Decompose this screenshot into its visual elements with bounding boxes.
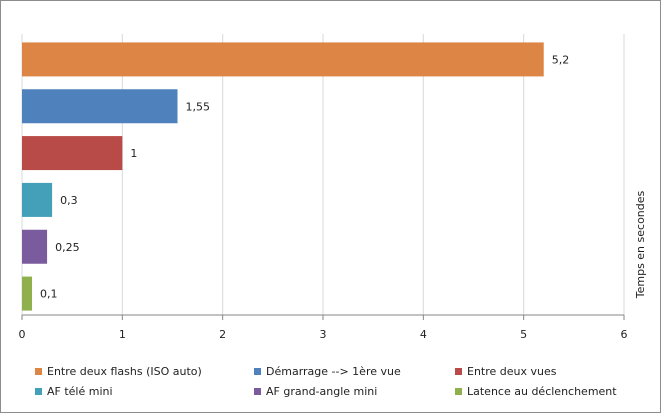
data-label: 0,1: [40, 288, 58, 301]
x-tick-label: 5: [520, 328, 527, 341]
data-label: 1,55: [186, 100, 211, 113]
bar: [22, 89, 178, 124]
x-tick-label: 4: [420, 328, 427, 341]
bar: [22, 42, 544, 77]
legend-swatch: [35, 368, 42, 375]
x-tick-label: 3: [320, 328, 327, 341]
legend-swatch: [455, 368, 462, 375]
legend-label: AF télé mini: [47, 385, 113, 398]
data-labels: 5,2 1,55 1 0,3 0,25 0,1: [40, 53, 569, 300]
legend-item: Entre deux vues: [455, 365, 557, 378]
legend-label: Entre deux vues: [467, 365, 557, 378]
legend-swatch: [254, 368, 261, 375]
data-label: 5,2: [552, 53, 570, 66]
x-tick-label: 0: [19, 328, 26, 341]
x-tick-label: 6: [621, 328, 628, 341]
data-label: 0,3: [60, 194, 78, 207]
legend-item: Entre deux flashs (ISO auto): [35, 365, 202, 378]
legend-label: Latence au déclenchement: [467, 385, 617, 398]
legend-item: AF grand-angle mini: [254, 385, 377, 398]
x-tick-label: 2: [219, 328, 226, 341]
legend-label: Démarrage --> 1ère vue: [266, 365, 401, 378]
legend-item: Démarrage --> 1ère vue: [254, 365, 401, 378]
bar: [22, 136, 123, 171]
legend-swatch: [35, 388, 42, 395]
data-label: 1: [130, 147, 137, 160]
gridlines: [21, 34, 625, 315]
legend-swatch: [254, 388, 261, 395]
legend-item: AF télé mini: [35, 385, 113, 398]
data-label: 0,25: [55, 241, 79, 254]
bar: [22, 182, 53, 217]
axis-title: Temps en secondes: [634, 190, 647, 299]
legend-label: Entre deux flashs (ISO auto): [47, 365, 202, 378]
x-tick-label: 1: [119, 328, 126, 341]
x-axis-ticks: 0 1 2 3 4 5 6: [19, 315, 628, 341]
legend-swatch: [455, 388, 462, 395]
legend-item: Latence au déclenchement: [455, 385, 617, 398]
bars: [22, 42, 544, 311]
bar: [22, 276, 33, 311]
bar: [22, 229, 48, 264]
legend-label: AF grand-angle mini: [266, 385, 378, 398]
